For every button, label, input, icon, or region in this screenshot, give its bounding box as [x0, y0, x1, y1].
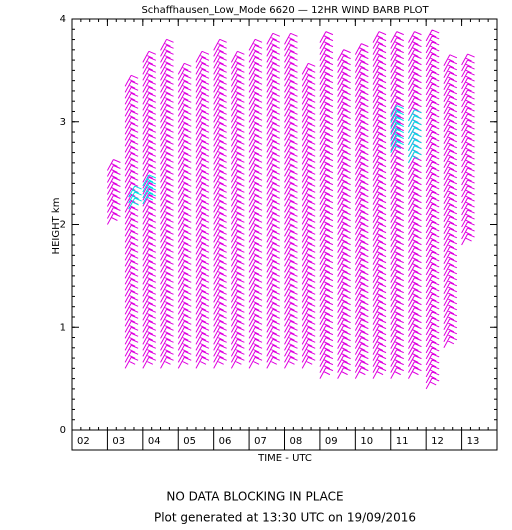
wind-barb-column — [128, 185, 142, 210]
wind-barb-column — [160, 38, 174, 369]
x-tick-label: 13 — [467, 436, 480, 447]
x-tick-label: 07 — [254, 436, 267, 447]
x-tick-label: 02 — [77, 436, 90, 447]
chart-title: Schaffhausen_Low_Mode 6620 — 12HR WIND B… — [141, 5, 429, 16]
wind-barb-column — [408, 31, 422, 379]
note: NO DATA BLOCKING IN PLACE — [166, 490, 343, 504]
wind-barb-column — [284, 32, 298, 369]
wind-barb-column — [372, 31, 387, 379]
y-tick-label: 1 — [60, 322, 66, 333]
x-tick-label: 09 — [325, 436, 338, 447]
x-tick-label: 06 — [219, 436, 232, 447]
x-tick-label: 04 — [148, 436, 161, 447]
wind-barb-column — [319, 31, 334, 379]
wind-barb-column — [248, 38, 263, 369]
wind-barb-column — [390, 31, 404, 379]
wind-barb-column — [461, 53, 475, 246]
y-axis-label: HEIGHT km — [51, 198, 62, 255]
wind-barb-column — [142, 50, 157, 369]
wind-barb-column — [390, 105, 404, 153]
wind-barb-column — [337, 49, 351, 379]
wind-barb-column — [266, 32, 280, 369]
note: Plot generated at 13:30 UTC on 19/09/201… — [154, 511, 416, 525]
x-tick-label: 10 — [360, 436, 373, 447]
wind-barb-column — [177, 62, 192, 369]
wind-barb-column — [124, 74, 139, 369]
wind-barb-column — [106, 159, 121, 225]
x-tick-label: 05 — [183, 436, 196, 447]
wind-barb-column — [408, 109, 422, 164]
wind-barb-column — [301, 62, 316, 369]
x-axis-label: TIME - UTC — [257, 453, 312, 464]
x-tick-label: 11 — [396, 436, 409, 447]
wind-barb-column — [195, 50, 210, 369]
y-tick-label: 2 — [60, 220, 66, 231]
wind-barb-column — [443, 54, 458, 349]
y-tick-label: 3 — [60, 117, 66, 128]
x-tick-label: 12 — [431, 436, 444, 447]
wind-barb-column — [230, 50, 245, 369]
wind-barb-column — [354, 43, 369, 379]
x-tick-label: 03 — [112, 436, 125, 447]
x-tick-label: 08 — [290, 436, 303, 447]
wind-barb-column — [425, 29, 440, 390]
wind-barb-column — [213, 38, 227, 369]
y-tick-label: 0 — [60, 425, 66, 436]
wind-barb-column — [142, 174, 157, 205]
y-tick-label: 4 — [60, 14, 66, 25]
